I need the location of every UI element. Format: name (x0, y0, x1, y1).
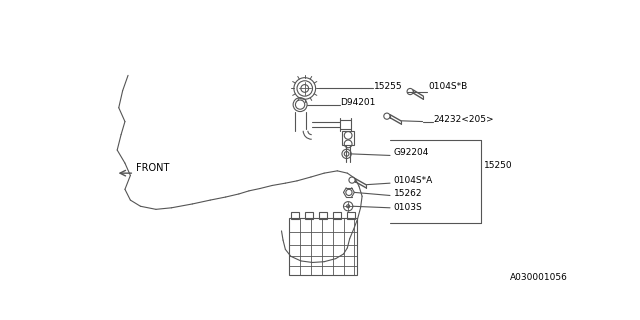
Bar (289, 218, 358, 275)
Text: A030001056: A030001056 (510, 273, 568, 282)
Text: 0104S*B: 0104S*B (429, 82, 468, 91)
Text: 0103S: 0103S (394, 203, 422, 212)
Bar (291, 212, 300, 219)
Bar (319, 212, 327, 219)
Text: 15262: 15262 (394, 189, 422, 198)
Bar (305, 212, 313, 219)
Text: 15250: 15250 (484, 161, 513, 170)
Bar (342, 131, 355, 145)
Text: FRONT: FRONT (136, 163, 169, 173)
Text: 15255: 15255 (374, 82, 403, 91)
Text: 24232<205>: 24232<205> (433, 115, 494, 124)
Text: G92204: G92204 (394, 148, 429, 157)
Bar (347, 212, 355, 219)
Text: 0104S*A: 0104S*A (394, 176, 433, 185)
Text: D94201: D94201 (340, 98, 376, 107)
Bar (333, 212, 341, 219)
